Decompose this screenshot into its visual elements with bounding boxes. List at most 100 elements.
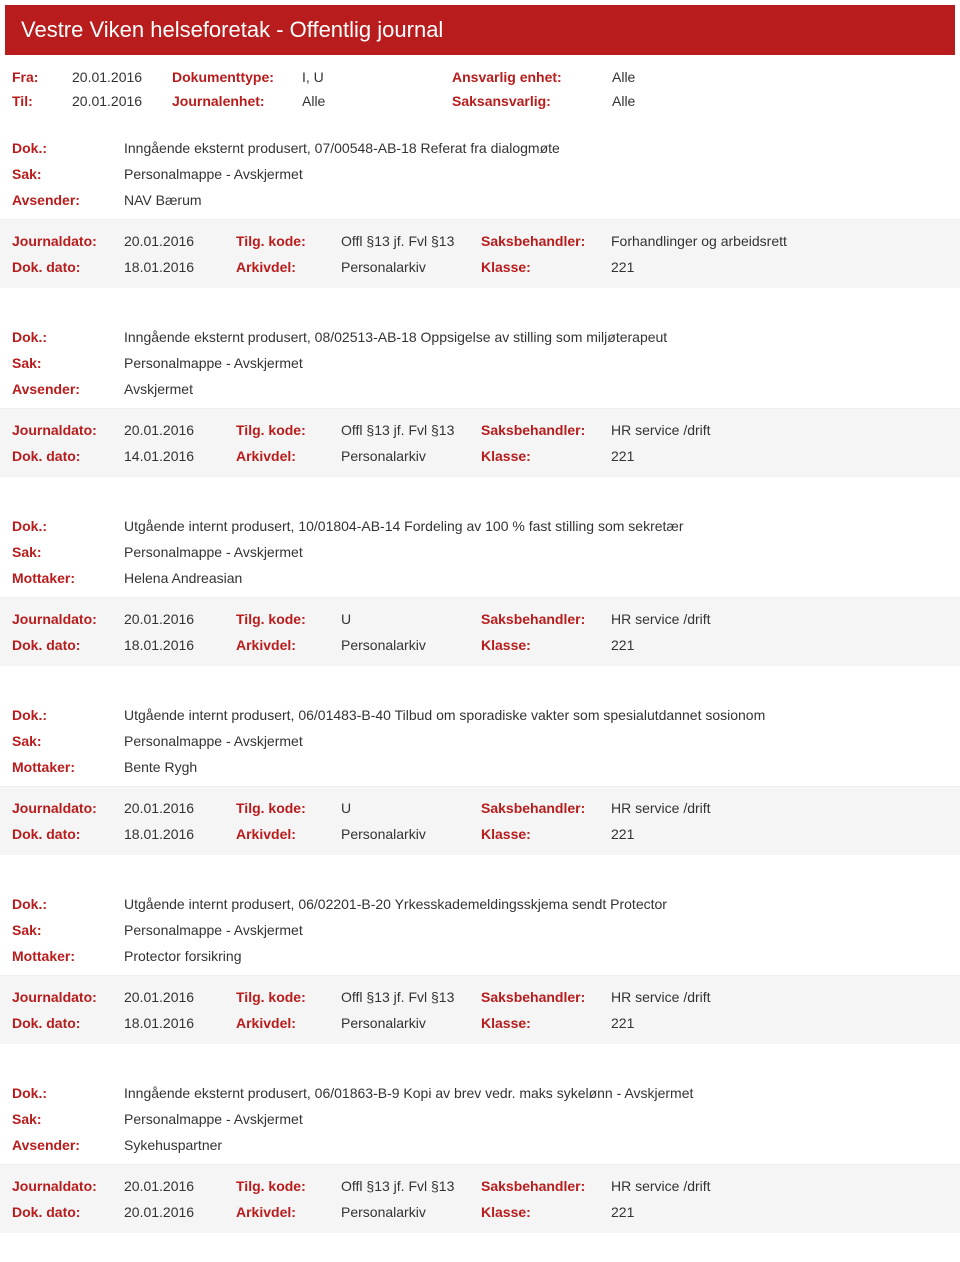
journal-entry: Dok.:Utgående internt produsert, 06/0220… <box>0 883 960 1044</box>
sak-value: Personalmappe - Avskjermet <box>124 922 303 938</box>
tilgkode-label: Tilg. kode: <box>236 1178 341 1194</box>
tilgkode-value: Offl §13 jf. Fvl §13 <box>341 422 481 438</box>
tilgkode-value: U <box>341 611 481 627</box>
dok-label: Dok.: <box>12 518 124 534</box>
party-value: NAV Bærum <box>124 192 202 208</box>
journaldato-value: 20.01.2016 <box>124 611 236 627</box>
party-value: Bente Rygh <box>124 759 197 775</box>
saksbehandler-value: HR service /drift <box>611 1178 711 1194</box>
klasse-label: Klasse: <box>481 826 611 842</box>
dok-value: Utgående internt produsert, 06/01483-B-4… <box>124 707 765 723</box>
arkivdel-value: Personalarkiv <box>341 826 481 842</box>
til-label: Til: <box>12 93 72 109</box>
journaldato-label: Journaldato: <box>12 422 124 438</box>
tilgkode-value: Offl §13 jf. Fvl §13 <box>341 1178 481 1194</box>
sak-value: Personalmappe - Avskjermet <box>124 355 303 371</box>
dokdato-value: 18.01.2016 <box>124 259 236 275</box>
journaldato-label: Journaldato: <box>12 233 124 249</box>
dok-value: Inngående eksternt produsert, 07/00548-A… <box>124 140 560 156</box>
journaldato-label: Journaldato: <box>12 611 124 627</box>
entry-top: Dok.:Inngående eksternt produsert, 06/01… <box>0 1072 960 1164</box>
entry-top: Dok.:Utgående internt produsert, 06/0220… <box>0 883 960 975</box>
journal-entry: Dok.:Inngående eksternt produsert, 07/00… <box>0 127 960 288</box>
doktype-label: Dokumenttype: <box>172 69 302 85</box>
filter-row-1: Fra: 20.01.2016 Dokumenttype: I, U Ansva… <box>12 65 948 89</box>
dokdato-value: 20.01.2016 <box>124 1204 236 1220</box>
tilgkode-label: Tilg. kode: <box>236 233 341 249</box>
klasse-value: 221 <box>611 1015 634 1031</box>
party-label: Mottaker: <box>12 948 124 964</box>
klasse-label: Klasse: <box>481 448 611 464</box>
entry-grid: Journaldato:20.01.2016Tilg. kode:Offl §1… <box>0 219 960 288</box>
dokdato-value: 18.01.2016 <box>124 637 236 653</box>
saksbehandler-label: Saksbehandler: <box>481 989 611 1005</box>
saksbehandler-value: HR service /drift <box>611 611 711 627</box>
dokdato-label: Dok. dato: <box>12 448 124 464</box>
journal-entry: Dok.:Inngående eksternt produsert, 06/01… <box>0 1072 960 1233</box>
saks-value: Alle <box>612 93 635 109</box>
sak-label: Sak: <box>12 166 124 182</box>
filter-row-2: Til: 20.01.2016 Journalenhet: Alle Saksa… <box>12 89 948 113</box>
dokdato-label: Dok. dato: <box>12 1204 124 1220</box>
arkivdel-label: Arkivdel: <box>236 1015 341 1031</box>
sak-value: Personalmappe - Avskjermet <box>124 733 303 749</box>
party-label: Avsender: <box>12 1137 124 1153</box>
dok-value: Inngående eksternt produsert, 08/02513-A… <box>124 329 667 345</box>
sak-value: Personalmappe - Avskjermet <box>124 166 303 182</box>
dokdato-value: 14.01.2016 <box>124 448 236 464</box>
arkivdel-value: Personalarkiv <box>341 1015 481 1031</box>
party-label: Mottaker: <box>12 570 124 586</box>
dokdato-label: Dok. dato: <box>12 826 124 842</box>
fra-label: Fra: <box>12 69 72 85</box>
doktype-value: I, U <box>302 69 452 85</box>
arkivdel-label: Arkivdel: <box>236 1204 341 1220</box>
journaldato-label: Journaldato: <box>12 1178 124 1194</box>
klasse-label: Klasse: <box>481 637 611 653</box>
dokdato-label: Dok. dato: <box>12 1015 124 1031</box>
saksbehandler-label: Saksbehandler: <box>481 1178 611 1194</box>
dok-label: Dok.: <box>12 707 124 723</box>
party-value: Avskjermet <box>124 381 193 397</box>
dokdato-value: 18.01.2016 <box>124 826 236 842</box>
journal-entry: Dok.:Inngående eksternt produsert, 08/02… <box>0 316 960 477</box>
sak-value: Personalmappe - Avskjermet <box>124 544 303 560</box>
arkivdel-value: Personalarkiv <box>341 259 481 275</box>
klasse-value: 221 <box>611 826 634 842</box>
dok-label: Dok.: <box>12 140 124 156</box>
dok-label: Dok.: <box>12 1085 124 1101</box>
saksbehandler-value: HR service /drift <box>611 989 711 1005</box>
saksbehandler-value: HR service /drift <box>611 422 711 438</box>
entry-grid: Journaldato:20.01.2016Tilg. kode:Offl §1… <box>0 408 960 477</box>
page-title: Vestre Viken helseforetak - Offentlig jo… <box>5 5 955 55</box>
tilgkode-value: Offl §13 jf. Fvl §13 <box>341 989 481 1005</box>
tilgkode-label: Tilg. kode: <box>236 989 341 1005</box>
saksbehandler-label: Saksbehandler: <box>481 233 611 249</box>
saksbehandler-value: Forhandlinger og arbeidsrett <box>611 233 787 249</box>
journaldato-value: 20.01.2016 <box>124 800 236 816</box>
party-label: Avsender: <box>12 381 124 397</box>
arkivdel-value: Personalarkiv <box>341 1204 481 1220</box>
enhet-label: Ansvarlig enhet: <box>452 69 612 85</box>
party-label: Avsender: <box>12 192 124 208</box>
klasse-label: Klasse: <box>481 1015 611 1031</box>
sak-label: Sak: <box>12 733 124 749</box>
journ-value: Alle <box>302 93 452 109</box>
journaldato-label: Journaldato: <box>12 989 124 1005</box>
dokdato-value: 18.01.2016 <box>124 1015 236 1031</box>
arkivdel-label: Arkivdel: <box>236 448 341 464</box>
klasse-value: 221 <box>611 259 634 275</box>
journaldato-label: Journaldato: <box>12 800 124 816</box>
dokdato-label: Dok. dato: <box>12 637 124 653</box>
tilgkode-value: U <box>341 800 481 816</box>
entries-container: Dok.:Inngående eksternt produsert, 07/00… <box>0 127 960 1233</box>
saks-label: Saksansvarlig: <box>452 93 612 109</box>
entry-top: Dok.:Inngående eksternt produsert, 07/00… <box>0 127 960 219</box>
entry-grid: Journaldato:20.01.2016Tilg. kode:Offl §1… <box>0 1164 960 1233</box>
entry-grid: Journaldato:20.01.2016Tilg. kode:USaksbe… <box>0 597 960 666</box>
klasse-value: 221 <box>611 1204 634 1220</box>
arkivdel-value: Personalarkiv <box>341 637 481 653</box>
dok-label: Dok.: <box>12 329 124 345</box>
arkivdel-label: Arkivdel: <box>236 637 341 653</box>
saksbehandler-label: Saksbehandler: <box>481 422 611 438</box>
enhet-value: Alle <box>612 69 635 85</box>
